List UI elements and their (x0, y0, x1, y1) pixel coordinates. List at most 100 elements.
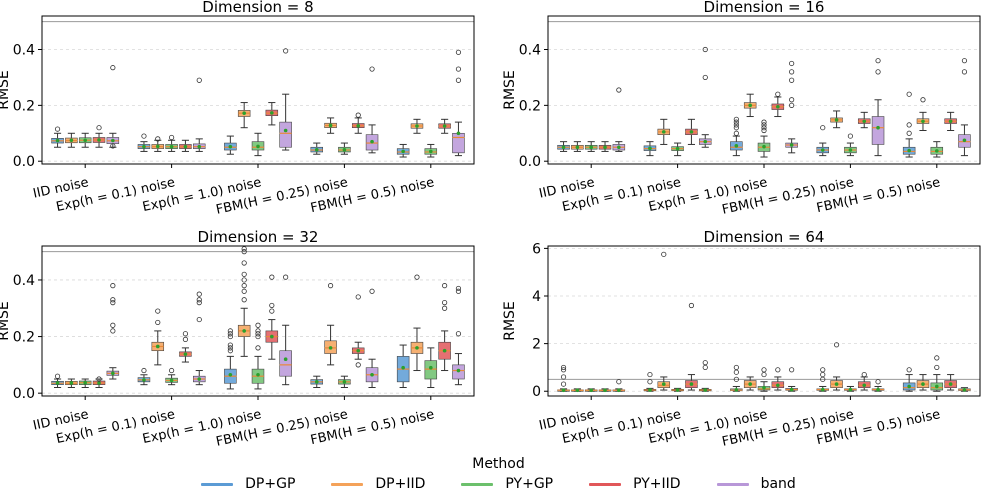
mean-marker (314, 147, 319, 152)
outlier-point (875, 58, 881, 64)
outlier-point (789, 69, 795, 75)
mean-marker (155, 344, 160, 349)
box-dp-gp-exp-h-0-1-noise (137, 367, 151, 386)
legend-item-dp-iid: DP+IID (331, 476, 425, 492)
legend-swatch-py-iid (589, 482, 622, 486)
outlier-point (733, 364, 739, 371)
mean-marker (648, 388, 652, 392)
mean-marker (962, 388, 967, 392)
box-dp-gp-fbm-h-0-25-noise (816, 367, 829, 392)
legend-label-dp-iid: DP+IID (375, 476, 426, 492)
outlier-point (775, 91, 781, 97)
mean-marker (69, 138, 74, 143)
mean-marker (675, 146, 680, 151)
outlier-point (661, 251, 667, 257)
mean-marker (228, 144, 233, 149)
outlier-point (733, 119, 739, 125)
outlier-point (196, 297, 202, 303)
mean-marker (256, 372, 260, 377)
y-axis-label: RMSE (0, 301, 12, 341)
outlier-point (227, 345, 233, 351)
box-body (452, 132, 465, 154)
mean-marker (228, 372, 233, 377)
legend-swatch-dp-iid (331, 482, 364, 486)
mean-marker (356, 348, 361, 353)
outlier-point (255, 333, 261, 340)
outlier-point (241, 277, 247, 283)
mean-marker (370, 372, 374, 377)
box-py-iid-exp-h-0-1-noise (685, 118, 698, 145)
outlier-point (761, 127, 767, 134)
mean-marker (948, 382, 953, 386)
mean-marker (935, 384, 939, 389)
outlier-point (560, 367, 567, 373)
mean-marker (748, 382, 752, 386)
box-py-iid-iid-noise (598, 388, 612, 393)
box-dp-gp-fbm-h-0-5-noise (902, 367, 916, 392)
outlier-point (241, 288, 247, 294)
outlier-point (455, 288, 462, 294)
box-py-gp-exp-h-1-0-noise (251, 322, 265, 390)
mean-marker (789, 143, 794, 147)
outlier-point (227, 328, 233, 334)
box-py-gp-iid-noise (584, 388, 598, 393)
outlier-point (789, 60, 795, 67)
outlier-point (688, 302, 695, 309)
box-py-gp-fbm-h-0-25-noise (338, 375, 351, 389)
mean-marker (603, 145, 607, 150)
outlier-point (355, 294, 361, 300)
legend-swatch-dp-gp (201, 482, 234, 486)
outlier-point (455, 331, 462, 337)
legend-items: DP+GP DP+IID PY+GP PY+IID band (0, 476, 997, 492)
mean-marker (111, 138, 115, 143)
outlier-point (241, 246, 247, 252)
mean-marker (948, 119, 953, 124)
box-dp-iid-iid-noise (65, 378, 78, 389)
mean-marker (401, 149, 405, 154)
mean-marker (429, 365, 433, 370)
outlier-point (369, 66, 375, 72)
outlier-point (820, 371, 826, 378)
outlier-point (616, 379, 622, 385)
outlier-point (196, 291, 202, 297)
legend-label-dp-gp: DP+GP (245, 476, 296, 492)
y-tick-label: 2 (532, 337, 541, 353)
mean-marker (342, 380, 347, 384)
outlier-point (110, 297, 116, 303)
legend-label-py-gp: PY+GP (505, 476, 554, 492)
mean-marker (789, 387, 794, 392)
y-tick-label: 0.2 (13, 330, 35, 346)
outlier-point (733, 125, 739, 131)
outlier-point (196, 316, 202, 323)
outlier-point (110, 300, 116, 306)
box-dp-gp-exp-h-0-1-noise (137, 133, 151, 152)
outlier-point (875, 379, 881, 385)
mean-marker (142, 378, 146, 382)
mean-marker (97, 138, 101, 142)
mean-marker (776, 383, 780, 388)
outlier-point (833, 342, 840, 348)
box-band-exp-h-0-1-noise (699, 360, 712, 392)
outlier-point (227, 333, 233, 340)
outlier-point (54, 373, 61, 379)
mean-marker (921, 119, 925, 124)
box-py-gp-iid-noise (584, 141, 598, 152)
box-py-gp-exp-h-0-1-noise (671, 142, 684, 157)
outlier-point (906, 130, 912, 136)
mean-marker (589, 145, 593, 150)
mean-marker (703, 139, 708, 144)
mean-marker (169, 144, 174, 149)
mean-marker (834, 118, 839, 122)
y-tick-label: 4 (532, 289, 541, 305)
box-py-gp-iid-noise (78, 378, 92, 389)
box-py-iid-fbm-h-0-5-noise (944, 374, 957, 391)
outlier-point (560, 374, 567, 380)
outlier-point (227, 342, 233, 348)
mean-marker (55, 138, 60, 143)
legend-item-dp-gp: DP+GP (201, 476, 295, 492)
outlier-point (369, 288, 375, 294)
box-dp-iid-exp-h-0-1-noise (151, 308, 165, 366)
mean-marker (862, 119, 867, 124)
outlier-point (283, 48, 289, 54)
